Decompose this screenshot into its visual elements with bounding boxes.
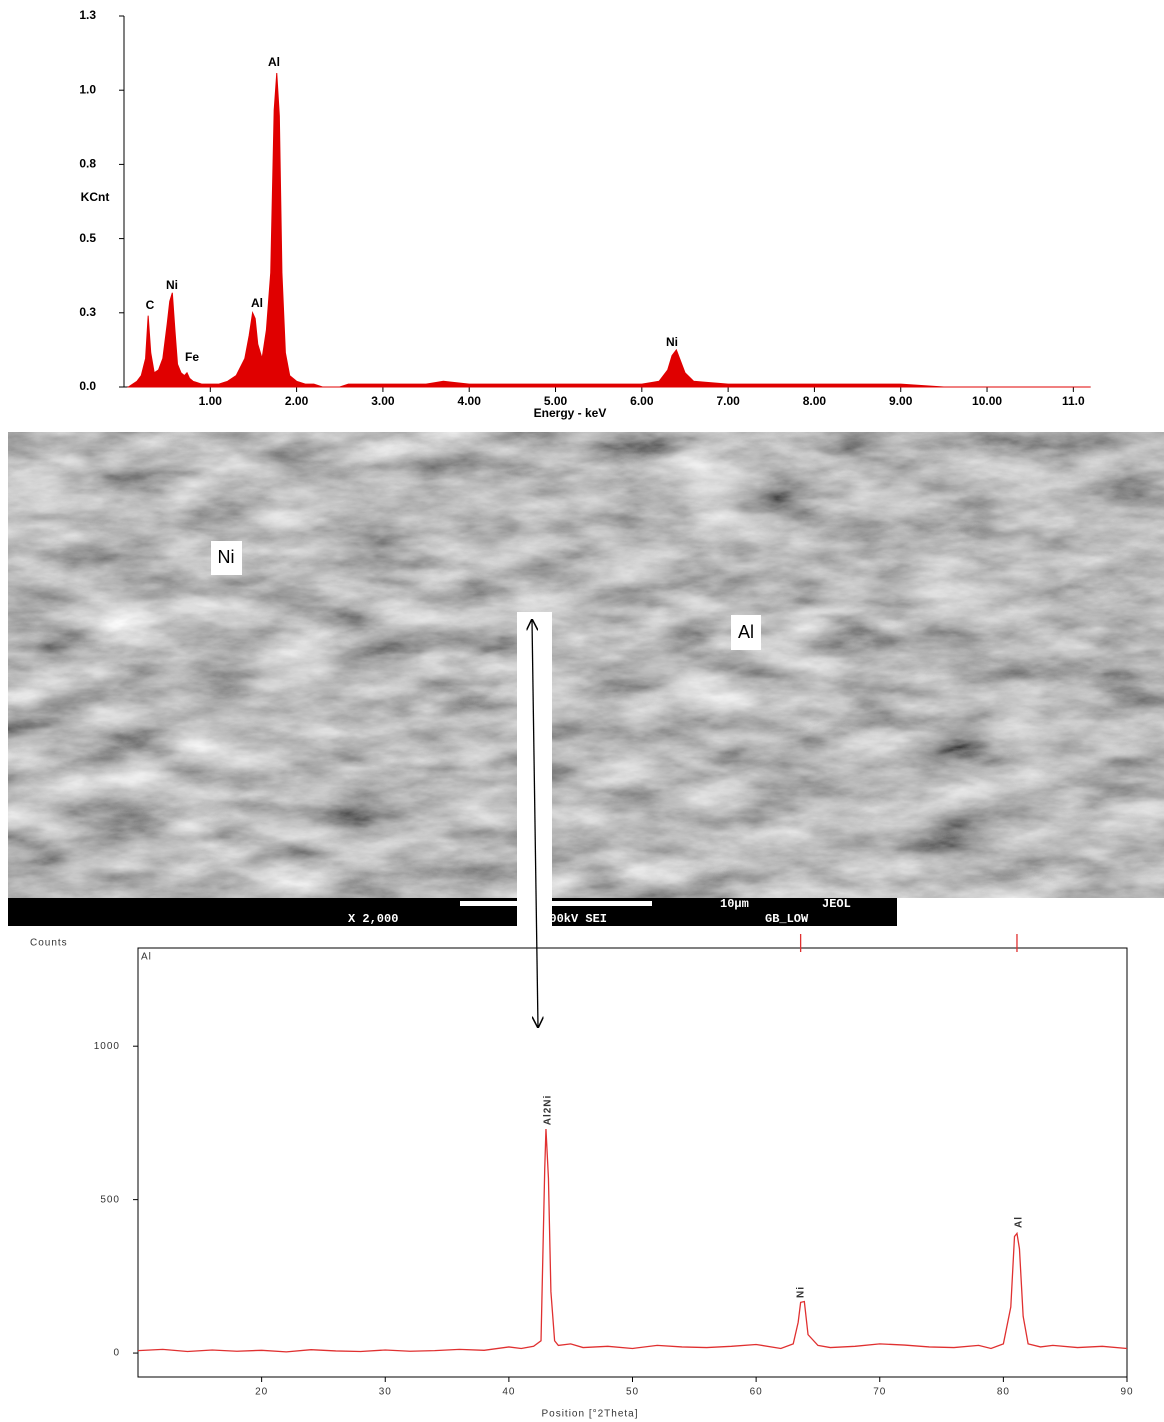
peak-label: Al: [1014, 1216, 1025, 1228]
figure: 0.00.30.50.81.01.31.002.003.004.005.006.…: [0, 0, 1164, 1422]
peak-label: Al: [268, 55, 280, 69]
x-tick-label: 6.00: [630, 394, 654, 408]
x-tick-label: 50: [626, 1387, 639, 1398]
y-tick-label: 1000: [94, 1041, 120, 1052]
maker: JEOL: [822, 897, 851, 911]
y-tick-label: 500: [100, 1194, 120, 1205]
x-tick-label: 90: [1120, 1387, 1133, 1398]
y-tick-label: 1.0: [79, 82, 96, 96]
peak-label: Al2Ni: [543, 1095, 554, 1126]
x-tick-label: 3.00: [371, 394, 395, 408]
sem-image: Ni Al X 2,000 2.00kV SEI 10µm JEOL GB_LO…: [8, 432, 1164, 926]
sem-texture: [8, 432, 1164, 898]
x-tick-label: 11.0: [1062, 394, 1085, 408]
xrd-pattern: 0 500 1000 20 30 40 50 60 70 80 90 Counts Position […: [30, 934, 1134, 1420]
x-tick-label: 10.00: [972, 394, 1002, 408]
page: {"chart_data": [ {"type": "area", "color…: [0, 0, 1164, 1422]
phase-label: Al: [141, 952, 152, 963]
peak-label: Ni: [666, 335, 678, 349]
y-tick-label: 0: [113, 1348, 120, 1359]
mode: GB_LOW: [765, 912, 809, 926]
y-tick-label: 0.0: [79, 379, 96, 393]
x-tick-label: 1.00: [199, 394, 223, 408]
plot-frame: [138, 948, 1127, 1377]
peak-label: Ni: [796, 1286, 807, 1298]
x-tick-label: 2.00: [285, 394, 309, 408]
peak-label: C: [146, 298, 155, 312]
x-tick-label: 7.00: [716, 394, 740, 408]
x-axis-title: Position [°2Theta]: [541, 1409, 638, 1420]
spectrum: [128, 73, 1090, 387]
y-axis-title: KCnt: [81, 190, 110, 204]
peak-label: Fe: [185, 350, 199, 364]
x-tick-label: 80: [997, 1387, 1010, 1398]
magnification: X 2,000: [348, 912, 398, 926]
peak-label: Ni: [166, 278, 178, 292]
scale-bar-strip: [8, 898, 897, 926]
x-tick-label: 9.00: [889, 394, 913, 408]
x-tick-label: 40: [502, 1387, 515, 1398]
y-tick-label: 1.3: [79, 8, 96, 22]
x-tick-label: 70: [873, 1387, 886, 1398]
x-axis-title: Energy - keV: [534, 406, 607, 420]
x-tick-label: 4.00: [458, 394, 482, 408]
peak-label: Al: [251, 296, 263, 310]
sem-label: Al: [738, 622, 754, 642]
y-tick-label: 0.5: [79, 231, 96, 245]
diffraction-line: [138, 1129, 1127, 1352]
y-tick-label: 0.8: [79, 157, 96, 171]
x-tick-label: 60: [750, 1387, 763, 1398]
sem-label: Ni: [218, 547, 235, 567]
y-tick-label: 0.3: [79, 305, 96, 319]
x-tick-label: 30: [379, 1387, 392, 1398]
scale-bar: [460, 901, 652, 906]
y-axis-title: Counts: [30, 938, 68, 949]
x-tick-label: 20: [255, 1387, 268, 1398]
scale-label: 10µm: [720, 897, 749, 911]
x-tick-label: 8.00: [803, 394, 827, 408]
